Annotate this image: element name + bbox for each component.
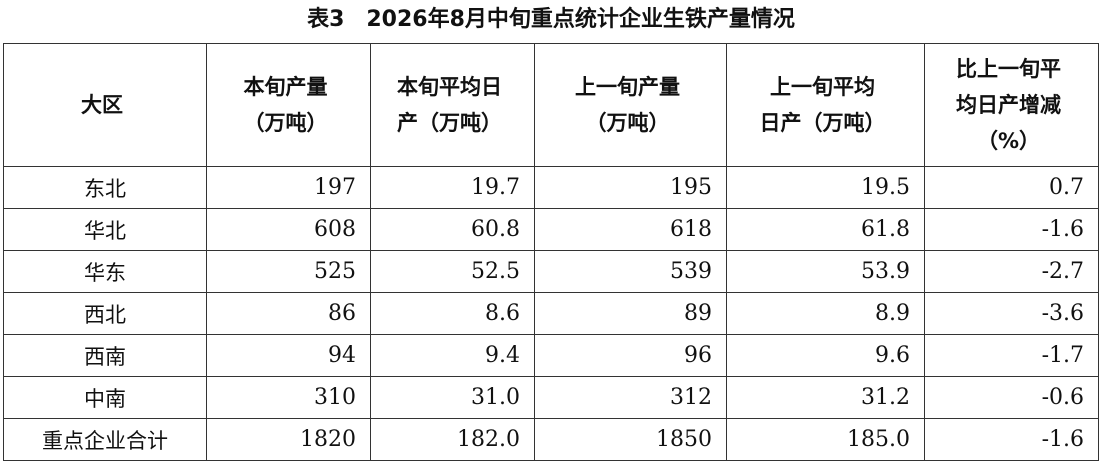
header-line: 本旬产量 [243,75,328,99]
value-cell: 197 [206,166,371,209]
value-cell: 61.8 [726,208,925,251]
table-row: 重点企业合计 1820 182.0 1850 185.0 -1.6 [3,418,1099,461]
value-cell: 31.0 [370,376,535,419]
value-cell: 9.6 [726,334,925,377]
header-row: 大区 本旬产量 （万吨） 本旬平均日产（万吨） 上一旬产量 （万吨） 上一旬平均日产（万吨）… [3,43,1099,167]
value-cell: 96 [534,334,727,377]
region-cell: 西南 [3,334,207,377]
header-line: （%） [976,129,1041,153]
value-cell: 195 [534,166,727,209]
table-row: 中南 310 31.0 312 31.2 -0.6 [3,376,1099,419]
header-cell: 大区 [3,43,207,167]
table-row: 东北 197 19.7 195 19.5 0.7 [3,166,1099,209]
value-cell: -0.6 [924,376,1099,419]
region-cell: 东北 [3,166,207,209]
value-cell: 539 [534,250,727,293]
value-cell: 9.4 [370,334,535,377]
header-line: 产（万吨） [397,111,502,135]
value-cell: 86 [206,292,371,335]
header-line: 本旬平均日 [397,75,502,99]
value-cell: 185.0 [726,418,925,461]
table-row: 西南 94 9.4 96 9.6 -1.7 [3,334,1099,377]
value-cell: 52.5 [370,250,535,293]
value-cell: 31.2 [726,376,925,419]
value-cell: 19.7 [370,166,535,209]
region-cell: 中南 [3,376,207,419]
value-cell: -1.6 [924,418,1099,461]
value-cell: 0.7 [924,166,1099,209]
header-line: 上一旬平均 [770,75,875,99]
table-body: 东北 197 19.7 195 19.5 0.7 华北 608 60.8 618 61.8 -1.6 华… [3,166,1099,461]
header-cell: 比上一旬平均日产增减 （%） [924,43,1099,167]
value-cell: 312 [534,376,727,419]
table-title: 表3 2026年8月中旬重点统计企业生铁产量情况 [307,7,795,32]
header-line: 日产（万吨） [759,111,886,135]
header-cell: 上一旬产量 （万吨） [534,43,727,167]
value-cell: 8.9 [726,292,925,335]
value-cell: 525 [206,250,371,293]
table-row: 华北 608 60.8 618 61.8 -1.6 [3,208,1099,251]
value-cell: 53.9 [726,250,925,293]
header-cell: 上一旬平均日产（万吨） [726,43,925,167]
value-cell: 8.6 [370,292,535,335]
value-cell: 89 [534,292,727,335]
value-cell: 1820 [206,418,371,461]
value-cell: -1.7 [924,334,1099,377]
data-table: 大区 本旬产量 （万吨） 本旬平均日产（万吨） 上一旬产量 （万吨） 上一旬平均日产（万吨）… [3,43,1099,461]
header-line: （万吨） [585,111,670,135]
header-cell: 本旬平均日产（万吨） [370,43,535,167]
region-cell: 西北 [3,292,207,335]
value-cell: -1.6 [924,208,1099,251]
value-cell: 608 [206,208,371,251]
table-row: 西北 86 8.6 89 8.9 -3.6 [3,292,1099,335]
value-cell: -2.7 [924,250,1099,293]
header-line: 上一旬产量 [575,75,680,99]
value-cell: 182.0 [370,418,535,461]
header-line: 大区 [81,93,123,117]
header-line: 比上一旬平 [956,57,1061,81]
region-cell: 华北 [3,208,207,251]
region-cell: 重点企业合计 [3,418,207,461]
value-cell: 310 [206,376,371,419]
value-cell: 19.5 [726,166,925,209]
value-cell: 60.8 [370,208,535,251]
region-cell: 华东 [3,250,207,293]
value-cell: 1850 [534,418,727,461]
header-line: 均日产增减 [956,93,1061,117]
value-cell: -3.6 [924,292,1099,335]
table-row: 华东 525 52.5 539 53.9 -2.7 [3,250,1099,293]
header-line: （万吨） [243,111,328,135]
value-cell: 618 [534,208,727,251]
value-cell: 94 [206,334,371,377]
header-cell: 本旬产量 （万吨） [206,43,371,167]
